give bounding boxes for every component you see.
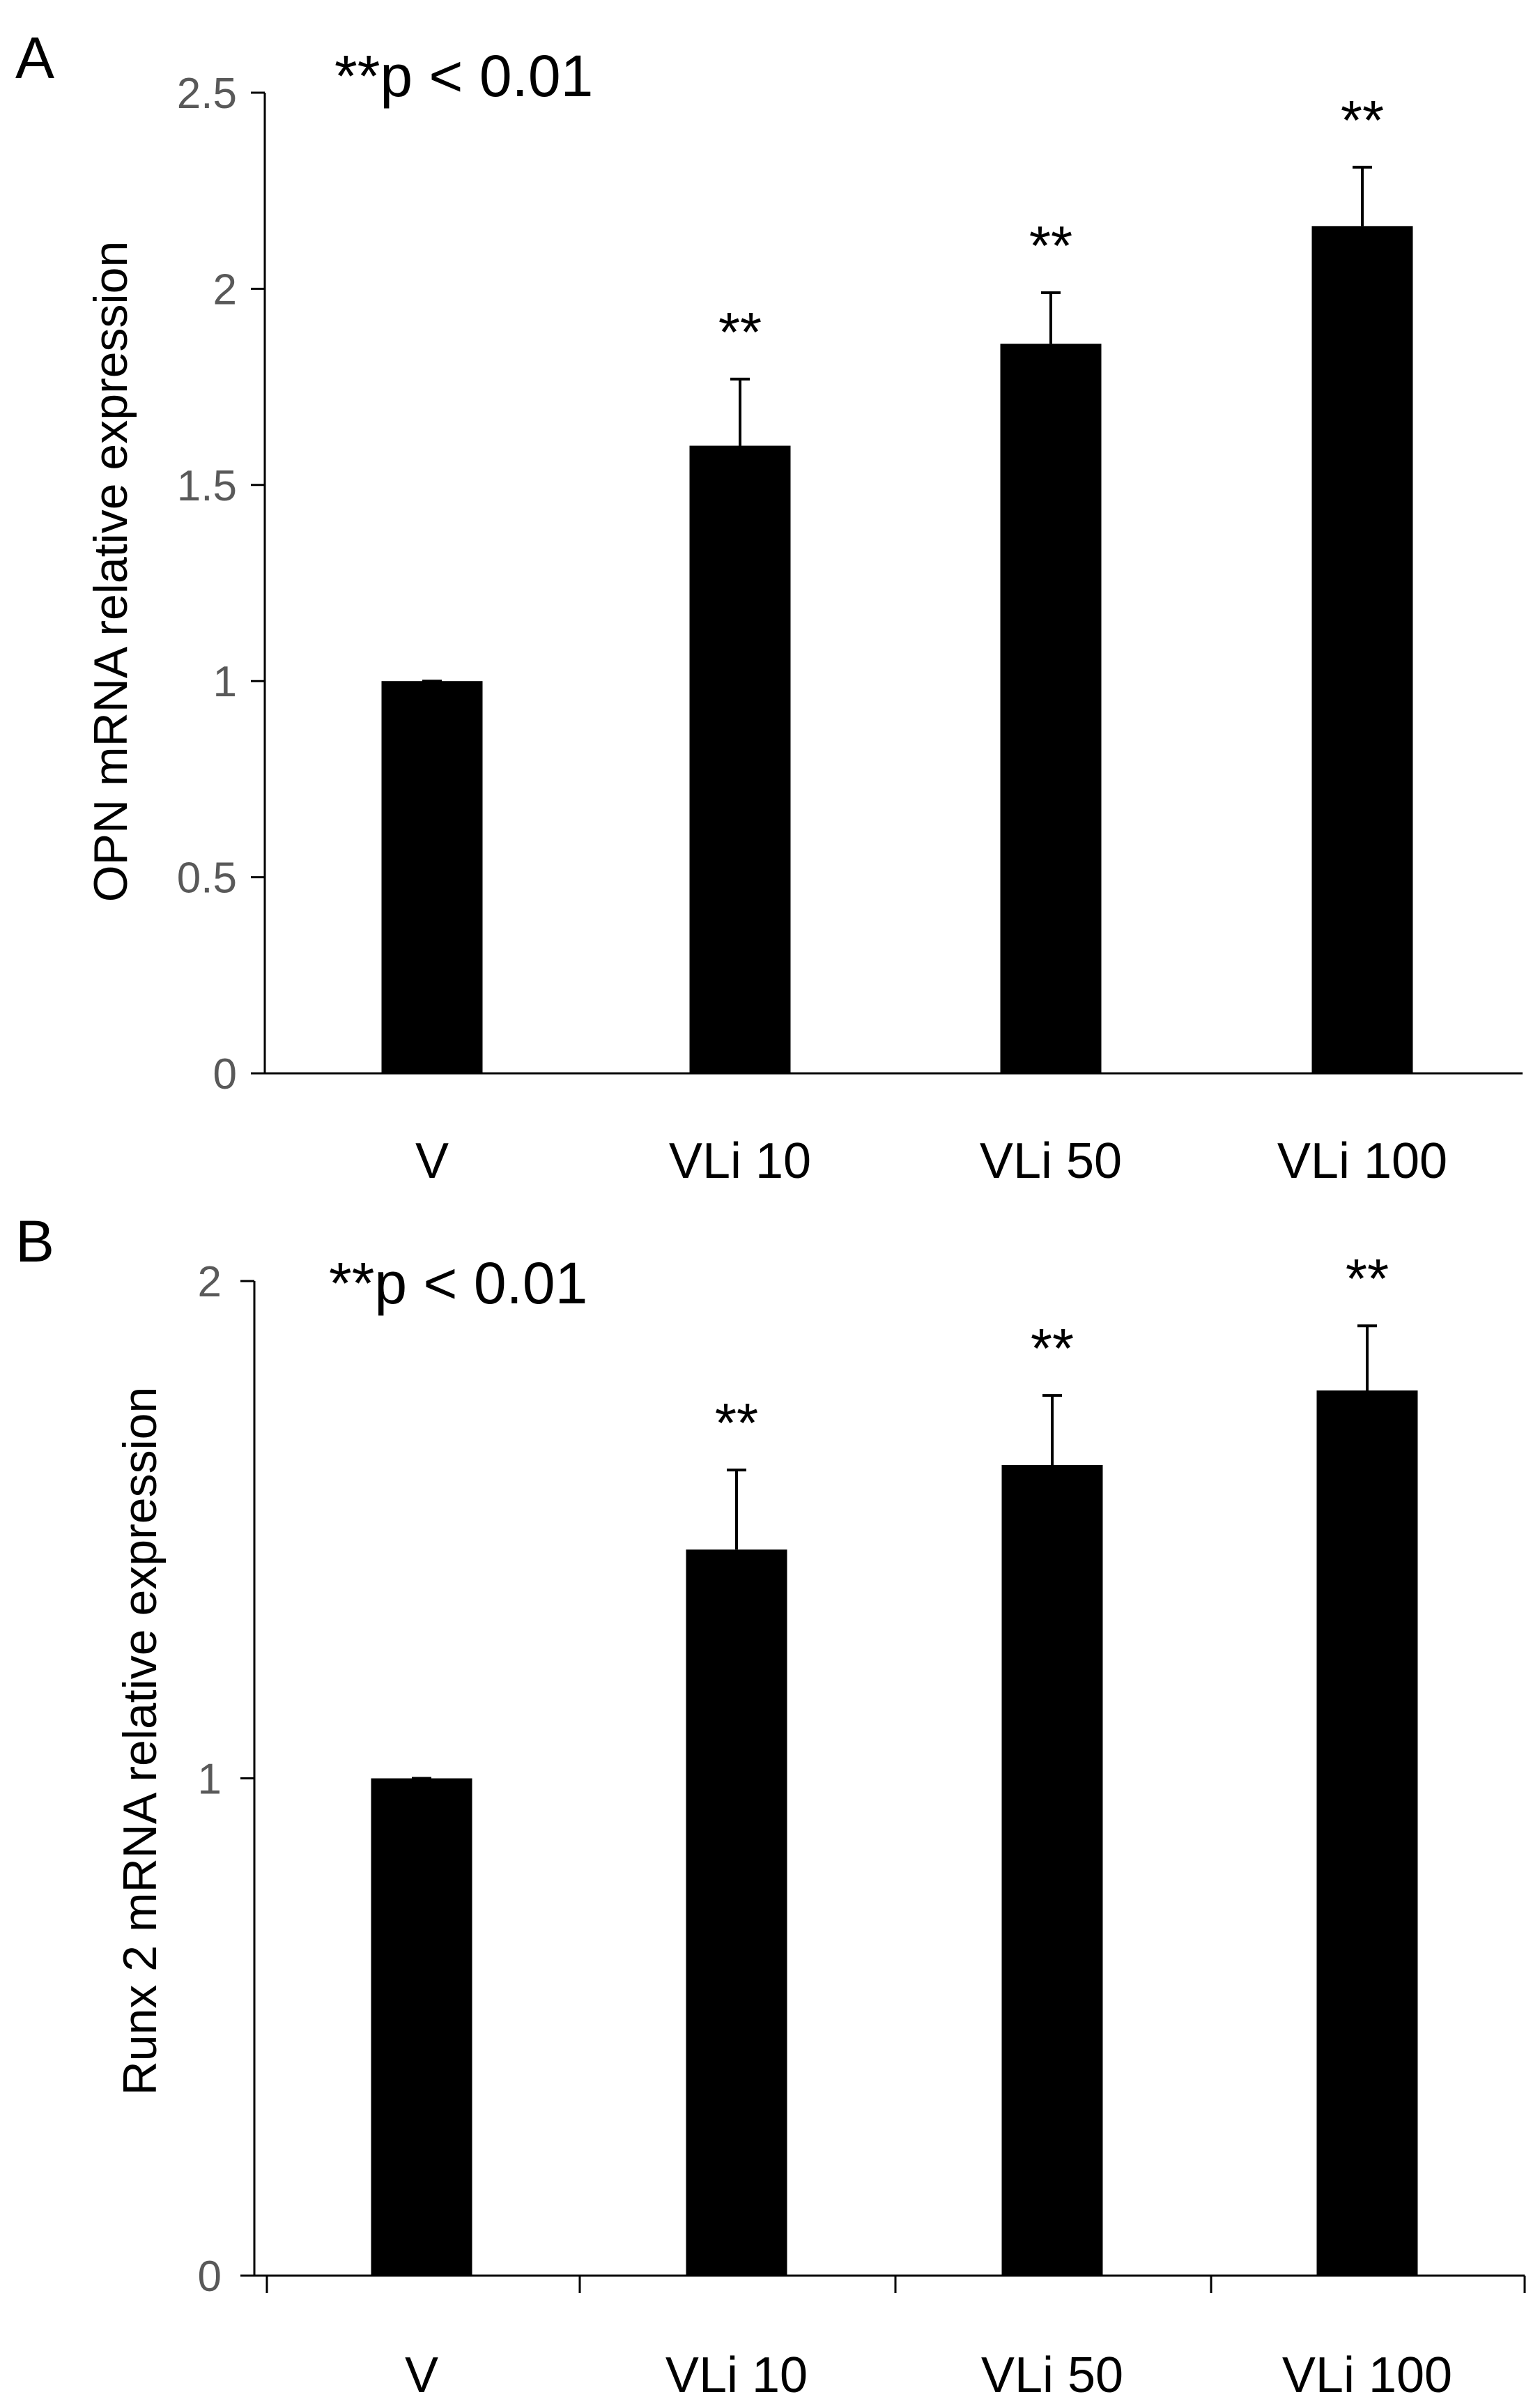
bar bbox=[371, 1778, 472, 2276]
y-axis-label: OPN mRNA relative expression bbox=[84, 241, 137, 903]
y-tick-label: 0 bbox=[198, 2253, 222, 2301]
category-label: VLi 50 bbox=[981, 2347, 1123, 2399]
significance-annotation: **p < 0.01 bbox=[329, 1250, 587, 1316]
bar bbox=[689, 445, 791, 1073]
category-label: VLi 10 bbox=[665, 2347, 808, 2399]
significance-mark: ** bbox=[1346, 1248, 1389, 1310]
y-tick-label: 0.5 bbox=[177, 854, 237, 903]
significance-mark: ** bbox=[715, 1392, 758, 1454]
bar bbox=[1001, 1464, 1103, 2276]
bar bbox=[1316, 1390, 1418, 2276]
significance-mark: ** bbox=[718, 301, 762, 363]
y-tick-label: 1 bbox=[213, 658, 237, 706]
category-label: V bbox=[405, 2347, 438, 2399]
y-tick-label: 0 bbox=[213, 1050, 237, 1098]
y-tick-label: 2.5 bbox=[177, 70, 237, 118]
significance-mark: ** bbox=[1031, 1317, 1074, 1379]
category-label: V bbox=[415, 1133, 449, 1189]
y-axis-label: Runx 2 mRNA relative expression bbox=[114, 1387, 167, 2096]
category-label: VLi 10 bbox=[669, 1133, 811, 1189]
significance-mark: ** bbox=[1341, 89, 1384, 151]
category-label: VLi 100 bbox=[1282, 2347, 1452, 2399]
panel-label: A bbox=[15, 25, 54, 91]
y-tick-label: 1 bbox=[198, 1756, 222, 1804]
panel-label: B bbox=[15, 1209, 54, 1274]
significance-annotation: **p < 0.01 bbox=[334, 43, 593, 109]
bar bbox=[1311, 226, 1413, 1073]
category-label: VLi 100 bbox=[1277, 1133, 1447, 1189]
y-tick-label: 2 bbox=[213, 266, 237, 314]
chart-panel-b: B **p < 0.01 Runx 2 mRNA relative expres… bbox=[15, 1209, 1526, 2399]
significance-mark: ** bbox=[1029, 215, 1072, 277]
y-tick-label: 1.5 bbox=[177, 462, 237, 510]
category-label: VLi 50 bbox=[980, 1133, 1122, 1189]
chart-panel-a: A **p < 0.01 OPN mRNA relative expressio… bbox=[15, 25, 1523, 1189]
bar bbox=[1000, 344, 1102, 1073]
y-tick-label: 2 bbox=[198, 1258, 222, 1306]
bar bbox=[381, 681, 483, 1073]
bar bbox=[686, 1549, 787, 2276]
